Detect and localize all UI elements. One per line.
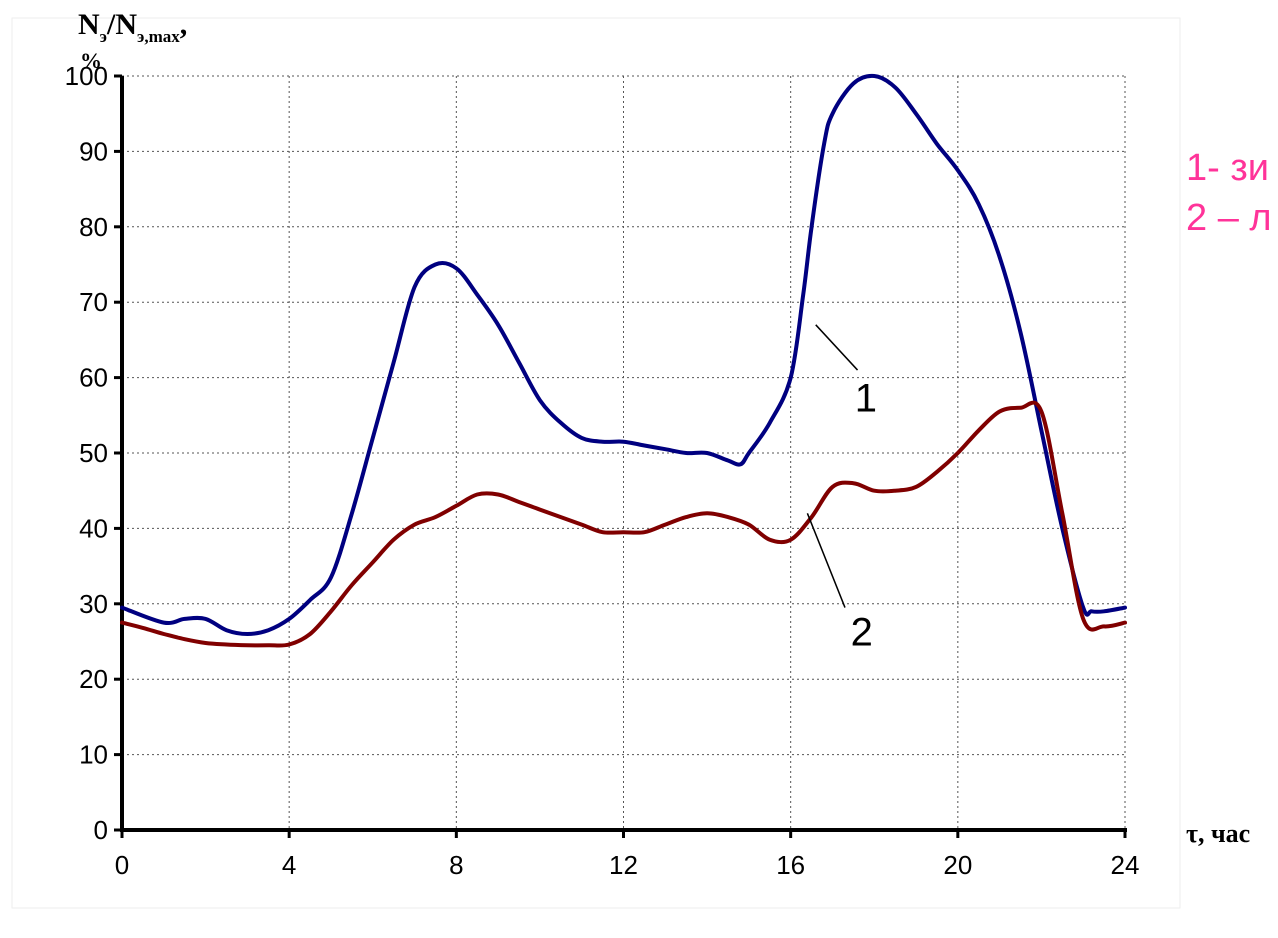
x-tick-label: 16 — [776, 850, 805, 880]
y-tick-label: 10 — [79, 740, 108, 770]
axes — [120, 76, 1127, 832]
y-axis-ticks: 0 10 20 30 40 50 60 70 80 90 100 — [65, 61, 122, 845]
y-axis-title-sub1: э — [100, 27, 107, 46]
x-axis-ticks: 0 4 8 12 16 20 24 — [115, 830, 1140, 880]
x-tick-label: 24 — [1111, 850, 1140, 880]
y-axis-title-tail: , — [180, 8, 188, 41]
y-tick-label: 90 — [79, 136, 108, 166]
x-tick-label: 12 — [609, 850, 638, 880]
x-tick-label: 0 — [115, 850, 129, 880]
y-axis-unit: % — [80, 48, 102, 73]
x-tick-label: 4 — [282, 850, 296, 880]
y-axis-title: Nэ/Nэ,max, — [78, 8, 187, 46]
legend-entry-2: 2 – л — [1186, 197, 1272, 239]
y-tick-label: 40 — [79, 513, 108, 543]
x-tick-label: 8 — [449, 850, 463, 880]
plot-frame — [11, 17, 1181, 909]
y-tick-label: 70 — [79, 287, 108, 317]
curve-1-leader-line — [815, 324, 859, 371]
curve-label-2: 2 — [851, 610, 873, 654]
series-lines — [120, 73, 1127, 648]
series-line-2 — [120, 400, 1127, 648]
gridlines — [122, 75, 1126, 830]
curve-callouts: 12 — [806, 324, 877, 654]
y-tick-label: 60 — [79, 363, 108, 393]
x-tick-label: 20 — [943, 850, 972, 880]
y-axis-title-sub2: э,max — [137, 27, 180, 46]
y-tick-label: 30 — [79, 589, 108, 619]
y-axis-title-mid: /N — [106, 8, 137, 41]
series-line-1 — [120, 73, 1127, 636]
y-tick-label: 100 — [65, 61, 108, 91]
legend-entry-1: 1- зи — [1186, 147, 1269, 189]
y-tick-label: 20 — [79, 664, 108, 694]
curve-label-1: 1 — [855, 377, 877, 421]
x-axis-title: τ, час — [1186, 819, 1250, 848]
y-tick-label: 50 — [79, 438, 108, 468]
y-tick-label: 80 — [79, 212, 108, 242]
curve-2-leader-line — [806, 513, 846, 608]
y-axis-title-main: N — [78, 8, 100, 41]
y-tick-label: 0 — [94, 815, 108, 845]
